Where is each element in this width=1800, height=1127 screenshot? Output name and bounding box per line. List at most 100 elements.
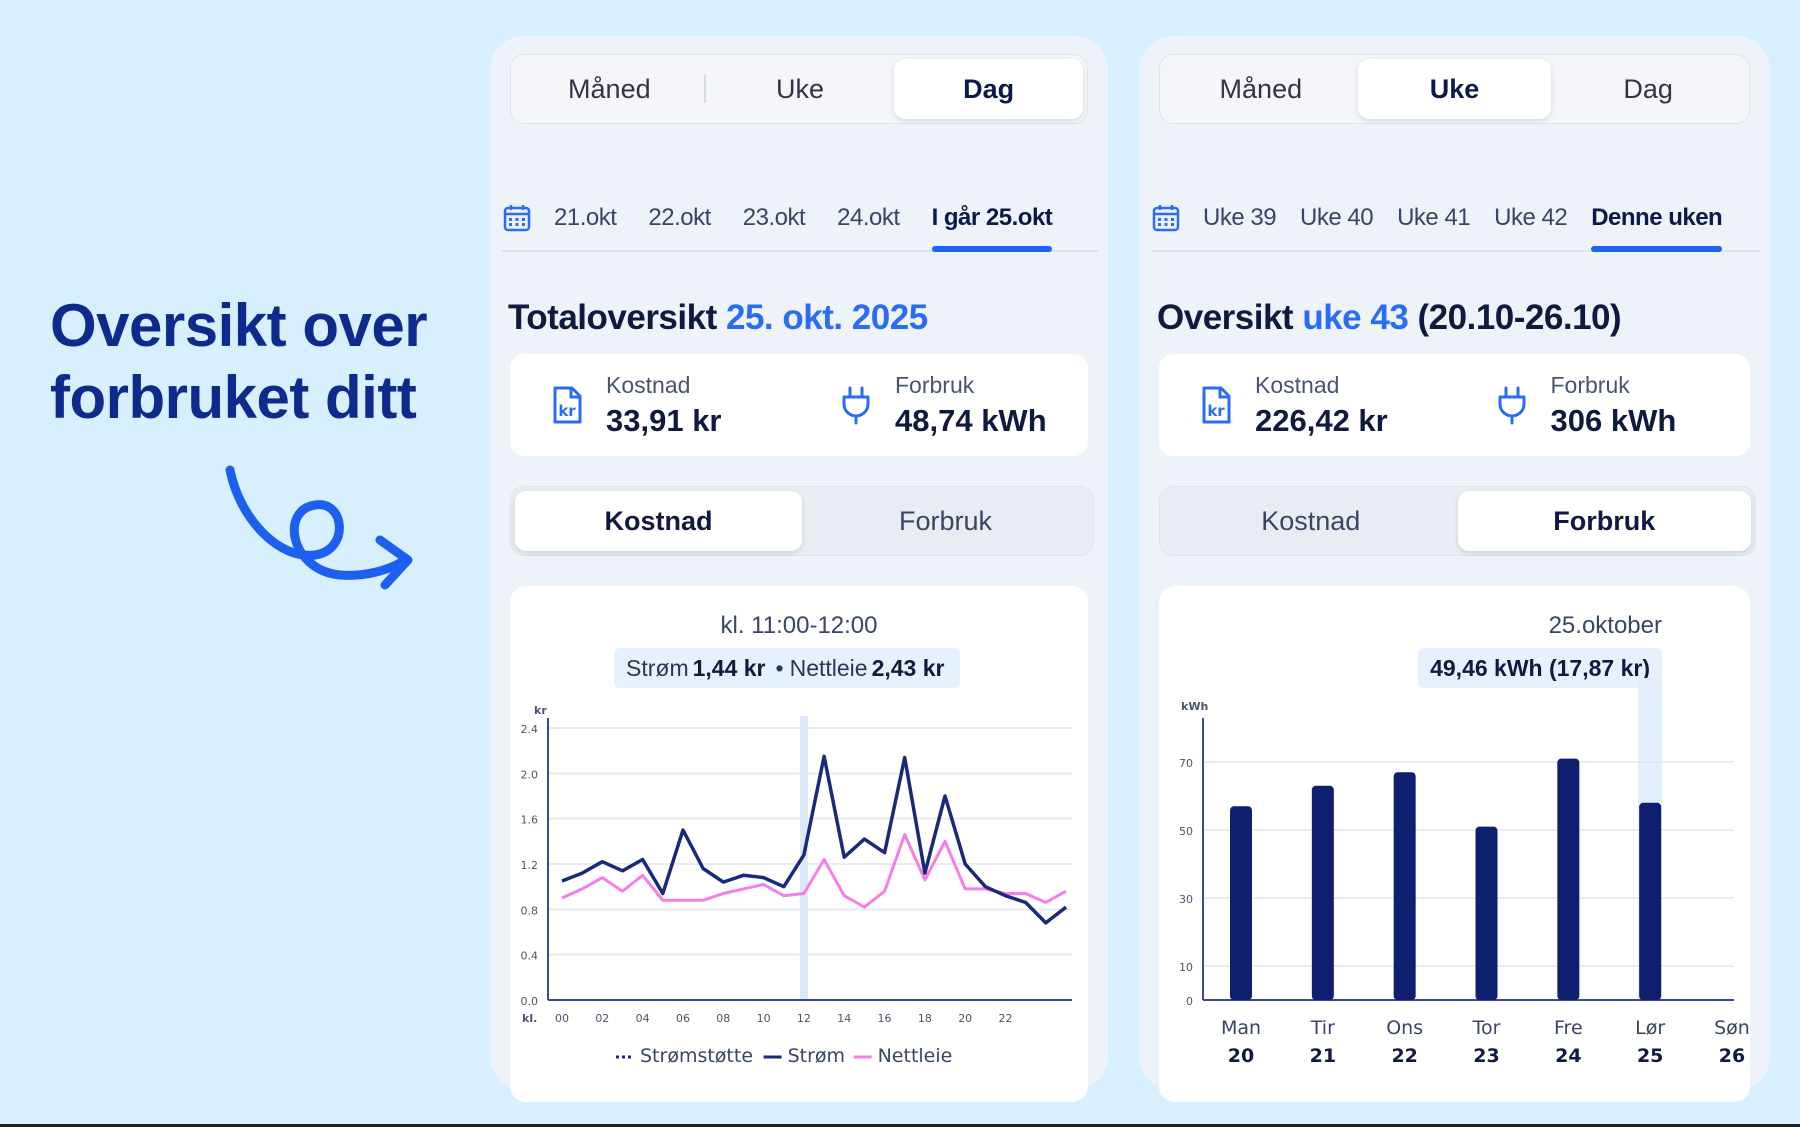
- x-tick-label: 10: [757, 1012, 771, 1025]
- svg-text:kr: kr: [1207, 402, 1225, 420]
- tooltip-nett-value: 2,43 kr: [871, 654, 945, 681]
- usage-label: Forbruk: [895, 371, 975, 398]
- bar-ons: [1393, 772, 1416, 1000]
- title-date: 25. okt. 2025: [725, 298, 928, 337]
- x-axis-unit: kl.: [522, 1012, 537, 1025]
- toggle-usage[interactable]: Forbruk: [1457, 491, 1751, 551]
- y-tick-label: 0: [1186, 995, 1193, 1008]
- x-day-label: Ons: [1386, 1017, 1423, 1039]
- toggle-cost[interactable]: Kostnad: [1261, 505, 1361, 536]
- tooltip-strom-label: Strøm: [626, 654, 689, 681]
- bar-tor: [1475, 826, 1498, 1000]
- metric-toggle: Kostnad Forbruk: [510, 486, 1094, 556]
- cost-stat: kr Kostnad 33,91 kr: [510, 354, 799, 456]
- series-line-strom: [561, 754, 1068, 925]
- x-tick-label: 00: [555, 1012, 569, 1025]
- date-tab-yesterday[interactable]: I går 25.okt: [931, 204, 1053, 252]
- plug-icon: [1498, 386, 1525, 425]
- tab-month[interactable]: Måned: [568, 73, 651, 104]
- cost-value: 226,42 kr: [1255, 402, 1388, 438]
- usage-value: 48,74 kWh: [895, 402, 1047, 438]
- tooltip-nett-label: Nettleie: [789, 654, 868, 681]
- tooltip-strom-value: 1,44 kr: [692, 654, 766, 681]
- y-tick-label: 2.4: [521, 723, 539, 736]
- invoice-icon: kr: [553, 386, 582, 424]
- summary-card: kr Kostnad 226,42 kr Forbruk 306 kWh: [1159, 354, 1750, 456]
- y-tick-label: 2.0: [521, 768, 539, 781]
- series-line-nettleie: [561, 833, 1067, 909]
- x-tick-label: 18: [918, 1012, 932, 1025]
- curly-arrow-icon: [225, 465, 413, 590]
- x-date-label: 25: [1637, 1045, 1663, 1067]
- x-day-label: Søn: [1714, 1017, 1750, 1039]
- x-date-label: 26: [1719, 1045, 1745, 1067]
- daily-overview-panel: Måned Uke Dag 21.okt 22.okt 23.okt 24.ok…: [490, 36, 1108, 1102]
- title-range: (20.10-26.10): [1417, 298, 1622, 337]
- tab-week[interactable]: Uke: [776, 73, 825, 104]
- week-selector: Uke 39 Uke 40 Uke 41 Uke 42 Denne uken: [1151, 186, 1760, 252]
- x-date-label: 22: [1391, 1045, 1417, 1067]
- x-day-label: Tor: [1472, 1017, 1501, 1039]
- date-tab-22[interactable]: 22.okt: [648, 204, 711, 231]
- x-date-label: 23: [1473, 1045, 1499, 1067]
- toggle-cost[interactable]: Kostnad: [515, 491, 802, 551]
- x-tick-label: 08: [716, 1012, 730, 1025]
- toggle-usage[interactable]: Forbruk: [898, 505, 993, 536]
- x-day-label: Tir: [1310, 1017, 1335, 1039]
- hourly-line-chart[interactable]: 0.0 0.4 0.8 1.2 1.6 2.0 2.4 kr kl. 00 02 04 06 08 10 12…: [510, 586, 1088, 1102]
- date-selector: 21.okt 22.okt 23.okt 24.okt I går 25.okt: [502, 186, 1098, 252]
- calendar-icon[interactable]: [1151, 203, 1181, 233]
- date-tab-21[interactable]: 21.okt: [554, 204, 617, 231]
- x-tick-label: 16: [878, 1012, 892, 1025]
- invoice-icon: kr: [1202, 386, 1231, 424]
- date-tab-23[interactable]: 23.okt: [742, 204, 806, 231]
- title-prefix: Oversikt: [1157, 298, 1294, 337]
- week-tab-42[interactable]: Uke 42: [1494, 204, 1568, 231]
- bar-man: [1230, 806, 1252, 1000]
- bar-tir: [1311, 785, 1334, 1000]
- svg-text:kr: kr: [558, 402, 576, 420]
- page-title: Totaloversikt 25. okt. 2025: [508, 298, 928, 338]
- title-prefix: Totaloversikt: [508, 298, 717, 337]
- period-selector-week: Måned Uke Dag: [1159, 54, 1750, 124]
- y-tick-label: 1.6: [521, 814, 539, 827]
- tab-day[interactable]: Dag: [1623, 73, 1673, 104]
- tooltip-separator: •: [775, 654, 784, 681]
- daily-usage-chart-card: 25.oktober 49,46 kWh (17,87 kr) 0 10 30 50 7…: [1159, 586, 1750, 1102]
- week-tab-40[interactable]: Uke 40: [1300, 204, 1374, 231]
- cost-label: Kostnad: [606, 371, 691, 398]
- y-tick-label: 0.4: [521, 950, 539, 963]
- x-tick-label: 06: [676, 1012, 690, 1025]
- x-day-label: Man: [1221, 1017, 1261, 1039]
- x-tick-label: 22: [999, 1012, 1013, 1025]
- legend-label-1: Strøm: [788, 1045, 845, 1067]
- tooltip-time: kl. 11:00-12:00: [720, 612, 878, 639]
- x-day-label: Lør: [1635, 1017, 1665, 1039]
- week-tab-current[interactable]: Denne uken: [1591, 204, 1723, 252]
- y-tick-label: 0.0: [521, 995, 539, 1008]
- daily-bar-chart[interactable]: 0 10 30 50 70 kWh Man 20 Tir 21 Ons 22 Tor 23 Fre 24 Lør…: [1159, 586, 1750, 1102]
- tab-day[interactable]: Dag: [894, 59, 1084, 119]
- legend-label-2: Nettleie: [878, 1045, 953, 1067]
- usage-stat: Forbruk 306 kWh: [1455, 354, 1751, 456]
- usage-value: 306 kWh: [1550, 402, 1677, 438]
- y-tick-label: 30: [1179, 893, 1193, 906]
- week-tab-39[interactable]: Uke 39: [1203, 204, 1277, 231]
- week-tab-41[interactable]: Uke 41: [1397, 204, 1471, 231]
- tab-month[interactable]: Måned: [1219, 73, 1303, 104]
- headline: Oversikt over forbruket ditt: [50, 290, 428, 434]
- y-axis-unit: kr: [534, 704, 547, 717]
- x-date-label: 21: [1310, 1045, 1336, 1067]
- calendar-icon[interactable]: [502, 203, 532, 233]
- x-date-label: 20: [1228, 1045, 1254, 1067]
- page-title: Oversikt uke 43 (20.10-26.10): [1157, 298, 1622, 338]
- x-tick-label: 04: [636, 1012, 650, 1025]
- y-tick-label: 1.2: [521, 859, 539, 872]
- legend-label-0: Strømstøtte: [640, 1045, 753, 1067]
- bar-fre: [1557, 758, 1580, 1000]
- bar-lør: [1639, 802, 1662, 1000]
- tab-week[interactable]: Uke: [1357, 59, 1552, 119]
- date-tab-24[interactable]: 24.okt: [837, 204, 900, 231]
- usage-stat: Forbruk 48,74 kWh: [799, 354, 1088, 456]
- bottom-border: [0, 1124, 1800, 1127]
